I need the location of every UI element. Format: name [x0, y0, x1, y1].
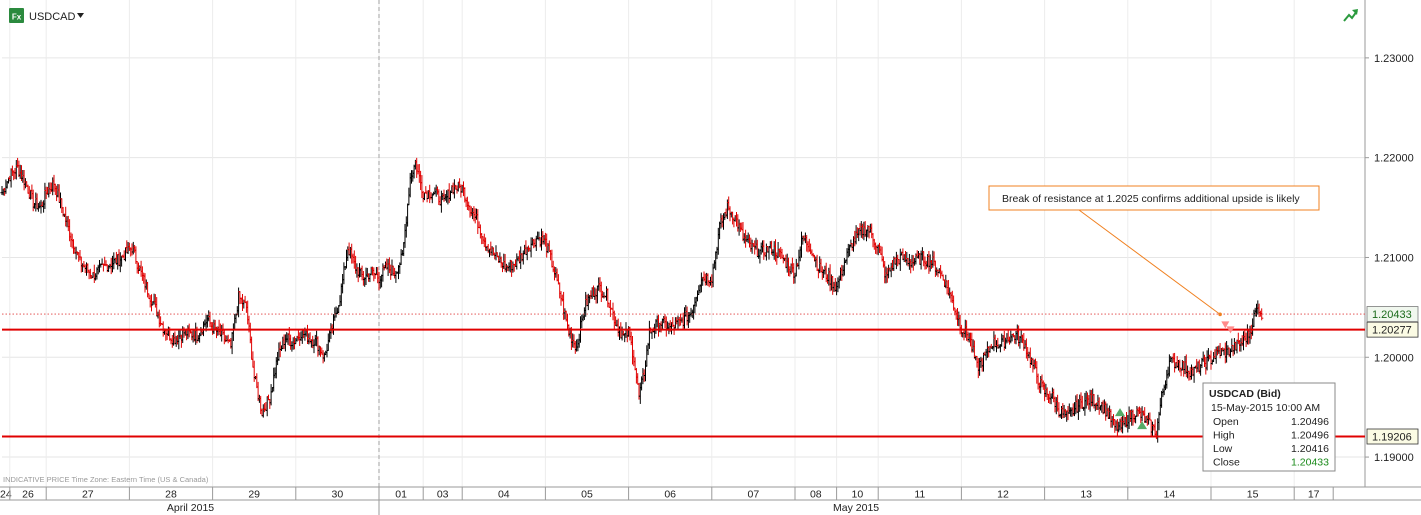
annotation-box[interactable] — [988, 185, 1320, 211]
tooltip-title: USDCAD (Bid) — [1209, 388, 1281, 400]
symbol-header[interactable]: Fx USDCAD — [9, 8, 84, 23]
x-day-label: 03 — [437, 489, 449, 501]
sell-signal-icon — [1226, 326, 1235, 334]
y-tick-label: 1.21000 — [1374, 252, 1414, 264]
trend-up-icon[interactable] — [1343, 9, 1358, 22]
x-day-label: 10 — [852, 489, 864, 501]
tooltip-row-value: 1.20496 — [1291, 416, 1329, 428]
x-day-label: 26 — [22, 489, 34, 501]
x-month-label: May 2015 — [833, 502, 879, 514]
fx-logo-text: Fx — [12, 13, 22, 22]
y-tick-label: 1.19000 — [1374, 452, 1414, 464]
x-month-label: April 2015 — [167, 502, 214, 514]
y-tick-label: 1.20000 — [1374, 352, 1414, 364]
ohlc-bar — [1260, 308, 1264, 321]
symbol-label[interactable]: USDCAD — [29, 11, 76, 23]
x-day-label: 04 — [498, 489, 510, 501]
annotation[interactable]: Break of resistance at 1.2025 confirms a… — [988, 185, 1320, 317]
level-price-tag — [1366, 321, 1419, 338]
x-day-label: 01 — [395, 489, 407, 501]
x-day-label: 06 — [664, 489, 676, 501]
signal-markers — [1115, 321, 1235, 430]
caret-down-icon[interactable] — [77, 13, 84, 18]
x-day-label: 05 — [581, 489, 593, 501]
level-price-label: 1.19206 — [1372, 432, 1412, 444]
x-day-label: 15 — [1247, 489, 1259, 501]
annotation-leader-line — [1078, 209, 1221, 315]
tooltip-box — [1202, 382, 1336, 472]
buy-signal-icon — [1137, 421, 1148, 430]
y-tick-label: 1.23000 — [1374, 53, 1414, 65]
fx-logo-icon — [9, 8, 24, 23]
annotation-anchor-dot — [1218, 312, 1222, 317]
ohlc-tooltip: USDCAD (Bid) 15-May-2015 10:00 AM Open 1.20… — [1202, 382, 1336, 472]
price-levels — [2, 313, 1365, 438]
annotation-text: Break of resistance at 1.2025 confirms a… — [1002, 193, 1300, 205]
x-day-label: 24 — [0, 489, 12, 501]
sell-signal-icon — [1221, 321, 1230, 329]
tooltip-row-label: Close — [1213, 457, 1240, 469]
x-day-label: 29 — [248, 489, 260, 501]
y-axis: 1.23000 1.22000 1.21000 1.20000 1.19000 1.202… — [1365, 53, 1419, 464]
level-price-label: 1.20277 — [1372, 325, 1412, 337]
grid-lines — [2, 0, 1365, 487]
x-day-label: 08 — [810, 489, 822, 501]
x-day-label: 13 — [1080, 489, 1092, 501]
tooltip-row-label: Open — [1213, 416, 1239, 428]
tooltip-row-value: 1.20416 — [1291, 443, 1329, 455]
tooltip-datetime: 15-May-2015 10:00 AM — [1211, 402, 1320, 414]
x-day-label: 17 — [1308, 489, 1320, 501]
x-day-label: 07 — [748, 489, 760, 501]
tooltip-row-label: Low — [1213, 443, 1233, 455]
x-day-label: 30 — [332, 489, 344, 501]
y-tick-label: 1.22000 — [1374, 153, 1414, 165]
last-price-tag — [1366, 306, 1419, 322]
level-price-tag — [1366, 428, 1419, 445]
tooltip-row-value: 1.20496 — [1291, 430, 1329, 442]
indicative-price-note: INDICATIVE PRICE Time Zone: Eastern Time… — [3, 475, 209, 484]
x-day-label: 14 — [1164, 489, 1176, 501]
last-price-label: 1.20433 — [1372, 309, 1412, 321]
x-day-label: 27 — [82, 489, 94, 501]
tooltip-row-value: 1.20433 — [1291, 457, 1329, 469]
x-day-label: 12 — [997, 489, 1009, 501]
x-day-label: 28 — [165, 489, 177, 501]
buy-signal-icon — [1115, 408, 1125, 417]
x-day-label: 11 — [914, 489, 925, 501]
x-axis: 24 26 27 28 29 30 01 03 04 05 06 07 08 10 11 12 13 14 15 17… — [0, 486, 1421, 515]
tooltip-row-label: High — [1213, 430, 1235, 442]
